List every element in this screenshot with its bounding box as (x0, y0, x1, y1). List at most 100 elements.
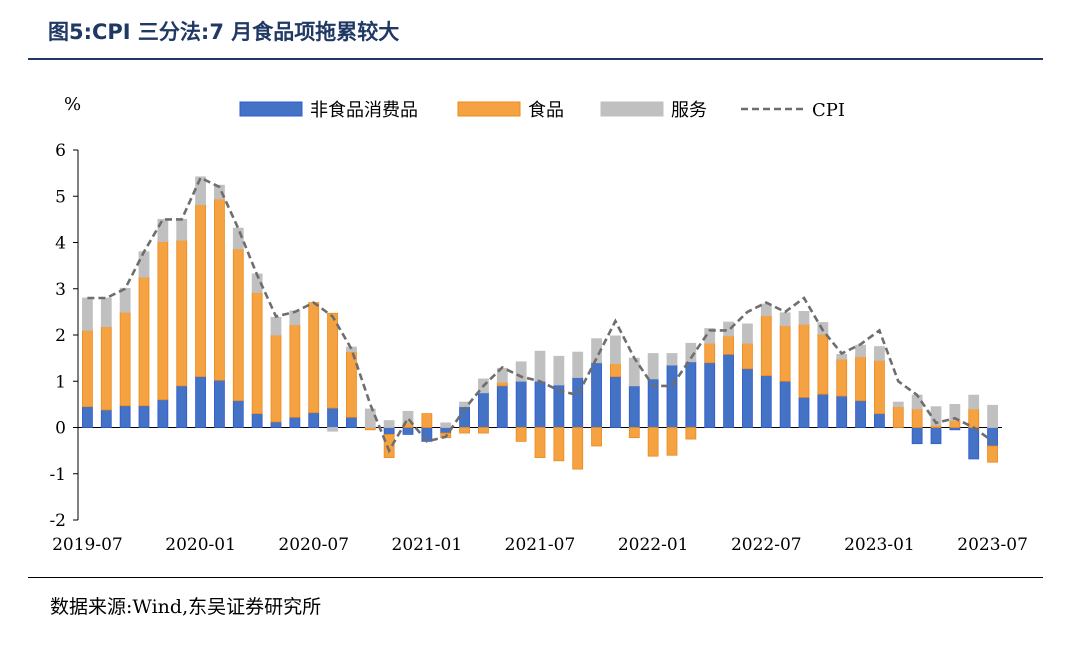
legend: 非食品消费品 食品 服务 CPI (239, 100, 845, 121)
bar-food (628, 427, 640, 439)
x-tick-label: 2021-01 (392, 535, 463, 555)
bar-nonfood (157, 399, 169, 428)
bar-food (591, 427, 602, 447)
y-tick-label: 5 (55, 187, 66, 207)
bar-food (496, 381, 508, 387)
bar-food (100, 326, 112, 411)
y-tick-label: 3 (55, 280, 66, 300)
bar-nonfood (760, 375, 772, 428)
bar-food (817, 333, 829, 395)
bar-service (327, 427, 338, 432)
bar-service (572, 351, 584, 378)
bar-nonfood (591, 362, 602, 428)
legend-nonfood-label: 非食品消费品 (310, 100, 418, 121)
bar-food (176, 239, 188, 387)
x-tick-label: 2022-07 (731, 535, 802, 555)
axes: -2 -1 0 1 2 3 4 5 6% 2019-07 2020-01 2020-07 2021-01… (49, 94, 1027, 555)
bar-service (855, 344, 866, 358)
bar-food (214, 198, 225, 381)
bar-nonfood (308, 412, 320, 428)
bar-nonfood (987, 427, 998, 447)
bar-service (610, 335, 621, 365)
bar-service (214, 184, 225, 200)
bar-nonfood (289, 416, 301, 428)
bar-service (157, 218, 169, 242)
bar-food (760, 315, 772, 377)
bar-food (346, 351, 357, 418)
bar-service (874, 346, 885, 361)
bar-food (874, 360, 885, 415)
y-unit-label: % (64, 94, 81, 115)
legend-food-swatch (457, 101, 521, 117)
cpi-line (87, 176, 994, 454)
bar-nonfood (534, 380, 546, 428)
bar-service (119, 287, 131, 313)
bar-service (798, 311, 810, 325)
bar-nonfood (779, 380, 791, 428)
bar-service (930, 406, 942, 426)
bar-food (251, 292, 263, 415)
bar-nonfood (82, 406, 93, 428)
bar-food (82, 329, 93, 408)
bar-service (82, 297, 93, 331)
bar-service (176, 218, 188, 241)
figure-title: 图5:CPI 三分法:7 月食品项拖累较大 (48, 20, 400, 44)
bar-food (119, 311, 131, 407)
bar-nonfood (610, 376, 621, 428)
x-tick-label: 2023-01 (844, 535, 915, 555)
bar-service (968, 394, 980, 410)
x-tick-label: 2021-07 (505, 535, 576, 555)
bar-food (779, 325, 791, 382)
bar-nonfood (214, 379, 225, 428)
bar-nonfood (119, 405, 131, 428)
bar-nonfood (704, 362, 716, 428)
bar-nonfood (874, 413, 885, 428)
bar-nonfood (968, 427, 980, 460)
source-note: 数据来源:Wind,东吴证券研究所 (50, 596, 322, 618)
y-tick-label: 0 (55, 419, 66, 439)
cpi-line-path (87, 176, 994, 454)
bar-food (704, 342, 716, 364)
bar-service (666, 353, 678, 366)
bar-service (553, 355, 565, 386)
bar-service (270, 317, 282, 336)
bar-nonfood (817, 393, 829, 428)
bar-food (553, 427, 565, 462)
bar-service (402, 410, 414, 424)
bar-food (723, 335, 734, 355)
bar-nonfood (251, 413, 263, 428)
x-tick-label: 2019-07 (52, 535, 123, 555)
bar-food (572, 427, 584, 470)
bar-food (949, 420, 961, 428)
bar-nonfood (742, 368, 753, 428)
bar-nonfood (628, 385, 640, 428)
bar-food (742, 342, 753, 370)
bar-food (157, 241, 169, 401)
bar-food (892, 406, 904, 428)
bar-nonfood (270, 421, 282, 428)
bar-service (628, 357, 640, 387)
bar-nonfood (138, 405, 150, 428)
bar-food (534, 427, 546, 458)
x-tick-label: 2020-07 (278, 535, 349, 555)
source-rule (28, 577, 1043, 578)
bar-service (949, 403, 961, 421)
bar-food (666, 427, 678, 456)
bar-nonfood (855, 400, 866, 428)
legend-service-swatch (600, 101, 664, 117)
bar-nonfood (836, 395, 848, 428)
bar-nonfood (496, 385, 508, 428)
bar-food (855, 356, 866, 402)
bar-nonfood (930, 427, 942, 445)
bar-service (138, 251, 150, 278)
x-tick-label: 2020-01 (165, 535, 236, 555)
bar-food (308, 302, 320, 414)
bar-food (289, 324, 301, 418)
bar-food (478, 427, 489, 434)
bar-nonfood (232, 400, 244, 428)
bar-service (232, 227, 244, 250)
title-rule (28, 58, 1043, 60)
bar-service (836, 354, 848, 360)
bar-food (327, 312, 338, 409)
y-tick-label: 6 (55, 141, 66, 161)
